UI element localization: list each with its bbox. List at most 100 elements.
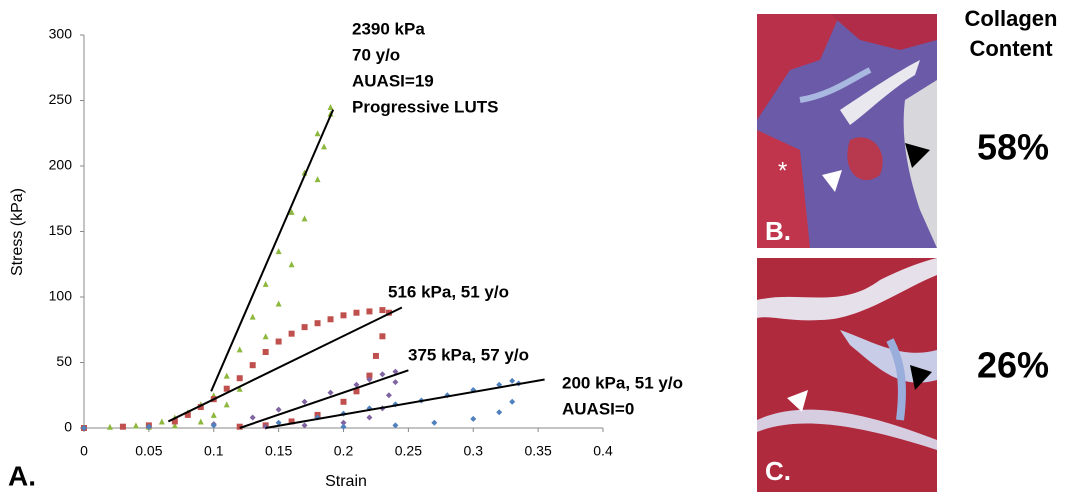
data-point: [275, 406, 282, 413]
fit-line: [210, 109, 335, 392]
data-point: [171, 422, 178, 429]
data-point: [236, 375, 243, 382]
data-point: [275, 248, 282, 255]
annotation: 2390 kPa: [352, 19, 425, 38]
panel-label: C.: [765, 456, 791, 486]
annotation: 375 kPa, 57 y/o: [408, 345, 529, 364]
data-point: [321, 143, 328, 150]
data-point: [132, 422, 139, 429]
data-point: [392, 368, 399, 375]
data-point: [184, 411, 191, 418]
data-point: [340, 312, 347, 319]
x-tick-label: 0.1: [204, 443, 224, 459]
data-point: [314, 130, 321, 137]
data-point: [262, 333, 269, 340]
y-tick-label: 0: [64, 419, 72, 435]
y-tick-label: 200: [49, 157, 73, 173]
data-point: [366, 308, 373, 315]
data-point: [301, 422, 308, 429]
data-point: [353, 309, 360, 316]
data-point: [262, 349, 269, 356]
histology-c: [757, 258, 937, 492]
data-point: [379, 307, 386, 314]
x-tick-label: 0.4: [593, 443, 613, 459]
data-point: [106, 423, 113, 430]
data-point: [340, 419, 347, 426]
data-point: [275, 338, 282, 345]
data-point: [158, 418, 165, 425]
data-point: [509, 377, 516, 384]
histology-b: [757, 14, 937, 248]
y-axis-label: Stress (kPa): [9, 188, 26, 276]
data-point: [366, 376, 373, 383]
data-point: [385, 392, 392, 399]
data-point: [327, 316, 334, 323]
data-point: [496, 409, 503, 416]
annotation: 516 kPa, 51 y/o: [388, 282, 509, 301]
data-point: [366, 372, 373, 379]
annotation: 200 kPa, 51 y/o: [562, 373, 683, 392]
fit-line: [239, 369, 409, 429]
x-tick-label: 0.25: [395, 443, 422, 459]
annotation: AUASI=0: [562, 399, 634, 418]
data-point: [275, 419, 282, 426]
data-point: [210, 422, 217, 429]
data-point: [327, 389, 334, 396]
data-point: [470, 415, 477, 422]
y-tick-label: 50: [56, 353, 72, 369]
fit-line: [167, 306, 403, 423]
collagen-value: 58%: [977, 127, 1049, 168]
x-tick-label: 0.35: [525, 443, 552, 459]
annotation: 70 y/o: [352, 45, 400, 64]
data-point: [288, 418, 295, 425]
data-point: [288, 208, 295, 215]
data-point: [301, 398, 308, 405]
asterisk: *: [778, 157, 787, 184]
x-tick-label: 0.05: [135, 443, 162, 459]
data-point: [392, 379, 399, 386]
data-point: [392, 422, 399, 429]
data-point: [249, 313, 256, 320]
data-point: [236, 346, 243, 353]
data-point: [223, 372, 230, 379]
data-point: [353, 388, 360, 395]
data-point: [353, 381, 360, 388]
data-point: [301, 324, 308, 331]
data-point: [288, 261, 295, 268]
data-point: [197, 418, 204, 425]
data-point: [223, 385, 230, 392]
data-point: [379, 333, 386, 340]
panel-label: A.: [8, 460, 36, 491]
data-point: [145, 423, 152, 430]
data-point: [223, 401, 230, 408]
data-point: [249, 414, 256, 421]
data-point: [197, 404, 204, 411]
data-point: [119, 423, 126, 430]
data-point: [236, 423, 243, 430]
data-point: [288, 330, 295, 337]
x-axis-label: Strain: [325, 473, 367, 490]
x-tick-label: 0: [80, 443, 88, 459]
data-point: [340, 423, 347, 430]
y-tick-label: 150: [49, 222, 73, 238]
data-point: [81, 425, 87, 431]
x-tick-label: 0.15: [265, 443, 292, 459]
data-point: [249, 362, 256, 369]
data-point: [301, 215, 308, 222]
x-tick-label: 0.3: [464, 443, 484, 459]
annotation: Progressive LUTS: [352, 97, 498, 116]
collagen-value: 26%: [977, 345, 1049, 386]
data-point: [314, 320, 321, 327]
y-tick-label: 100: [49, 288, 73, 304]
data-point: [340, 398, 347, 405]
column-header: Collagen: [965, 6, 1058, 31]
y-tick-label: 300: [49, 26, 73, 42]
data-point: [379, 371, 386, 378]
panel-label: B.: [765, 216, 791, 246]
data-point: [509, 398, 516, 405]
data-point: [327, 104, 334, 111]
x-tick-label: 0.2: [334, 443, 354, 459]
data-point: [366, 414, 373, 421]
data-point: [372, 352, 379, 359]
data-point: [236, 385, 243, 392]
